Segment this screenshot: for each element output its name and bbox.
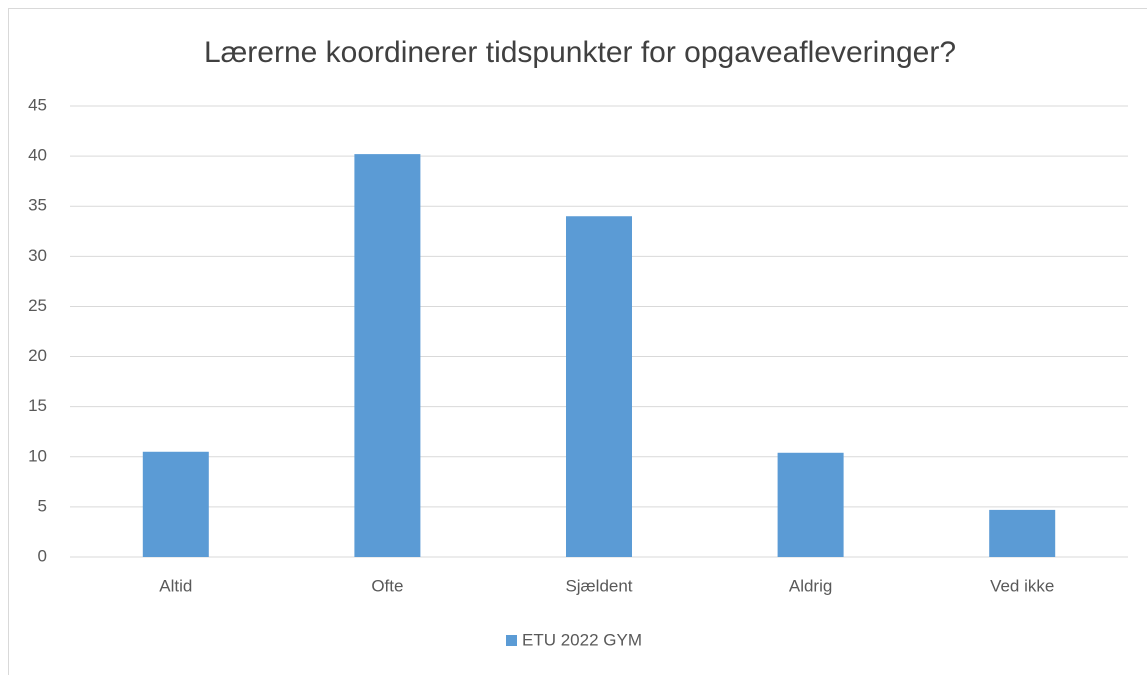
legend-swatch: [506, 635, 517, 646]
y-tick-label: 30: [28, 246, 47, 265]
x-tick-label: Sjældent: [565, 576, 632, 595]
bar: [989, 509, 1056, 557]
x-tick-label: Ofte: [371, 576, 403, 595]
y-tick-label: 5: [38, 496, 47, 515]
y-tick-label: 35: [28, 196, 47, 215]
x-tick-label: Ved ikke: [990, 576, 1054, 595]
bar: [354, 154, 421, 557]
y-tick-label: 20: [28, 346, 47, 365]
y-tick-label: 0: [38, 546, 47, 565]
y-tick-label: 25: [28, 296, 47, 315]
bar: [142, 451, 209, 557]
x-tick-label: Altid: [159, 576, 192, 595]
y-tick-label: 45: [28, 95, 47, 114]
legend-label: ETU 2022 GYM: [522, 630, 642, 649]
bar: [566, 216, 632, 557]
y-tick-label: 15: [28, 396, 47, 415]
chart-title: Lærerne koordinerer tidspunkter for opga…: [204, 36, 956, 69]
y-tick-label: 40: [28, 146, 47, 165]
x-tick-label: Aldrig: [789, 576, 832, 595]
bar: [777, 452, 844, 557]
y-tick-label: 10: [28, 446, 47, 465]
